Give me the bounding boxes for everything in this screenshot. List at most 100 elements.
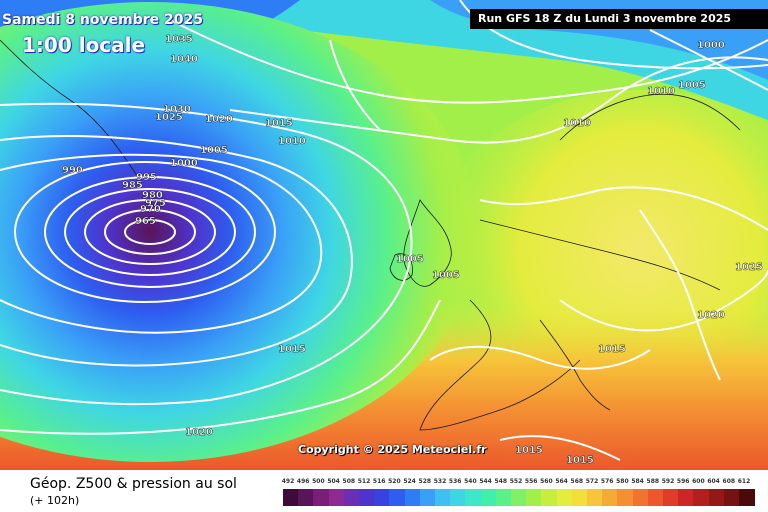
isobar-label: 1035 — [165, 34, 193, 45]
isobar — [0, 102, 413, 406]
legend-tick-label: 604 — [707, 478, 720, 485]
isobar — [169, 19, 768, 104]
legend-color-swatch — [435, 489, 451, 506]
run-info-bar: Run GFS 18 Z du Lundi 3 novembre 2025 — [470, 9, 768, 29]
legend-color-swatch — [511, 489, 527, 506]
isobar-label: 1015 — [515, 445, 543, 456]
isobar-label: 970 — [140, 204, 161, 215]
isobar-label: 1020 — [697, 310, 725, 321]
italy-coast — [539, 319, 611, 411]
isobar-label: 1015 — [265, 118, 293, 129]
isobar-label: 1025 — [735, 262, 763, 273]
isobar-label: 1010 — [563, 118, 591, 129]
legend-tick-label: 596 — [676, 478, 690, 485]
isobar — [124, 219, 176, 245]
legend-color-swatch — [541, 489, 558, 506]
legend-tick-label: 568 — [570, 478, 584, 485]
isobar-label: 1030 — [163, 104, 191, 115]
legend-tick-label: 524 — [403, 478, 416, 485]
legend-tick-label: 536 — [448, 478, 462, 485]
isobar-label: 1020 — [205, 114, 233, 125]
isobar-label: 990 — [62, 165, 83, 176]
legend-tick-label: 548 — [494, 478, 508, 485]
legend-color-swatch — [389, 489, 406, 506]
isobar-label: 1005 — [678, 80, 706, 91]
isobar — [0, 299, 441, 435]
isobar-label: 1000 — [170, 158, 198, 169]
legend-tick-label: 612 — [737, 478, 751, 485]
copyright-notice: Copyright © 2025 Meteociel.fr — [298, 443, 487, 456]
legend-color-swatch — [359, 489, 375, 506]
legend-tick-label: 508 — [342, 478, 356, 485]
legend-color-swatch — [283, 489, 299, 506]
legend-color-swatch — [693, 489, 710, 506]
legend-color-swatch — [632, 489, 649, 506]
legend-color-swatch — [647, 489, 664, 506]
valid-hour: 1:00 locale — [22, 33, 146, 57]
legend-tick-label: 516 — [372, 478, 386, 485]
legend-tick-label: 500 — [312, 478, 325, 485]
isobar-label: 1005 — [432, 270, 460, 281]
legend-tick-label: 496 — [296, 478, 310, 485]
isobar-label: 1040 — [170, 54, 198, 65]
isobar — [639, 209, 721, 381]
isobar — [649, 29, 768, 91]
isobar-label: 985 — [122, 180, 143, 191]
legend-tick-label: 512 — [357, 478, 371, 485]
iberia-coast — [419, 299, 581, 431]
legend-tick-label: 588 — [646, 478, 660, 485]
isobar — [14, 161, 276, 303]
legend-color-swatch — [328, 489, 345, 506]
legend-color-swatch — [343, 489, 360, 506]
atlantic-low — [0, 2, 480, 462]
legend-tick-label: 492 — [281, 478, 295, 485]
isobar — [0, 135, 353, 367]
legend-tick-label: 556 — [524, 478, 538, 485]
legend-color-swatch — [587, 489, 603, 506]
legend-color-swatch — [313, 489, 330, 506]
isobar — [429, 345, 651, 370]
isobar-label: 1020 — [185, 427, 213, 438]
legend-tick-label: 580 — [616, 478, 629, 485]
legend-color-swatch — [419, 489, 436, 506]
legend-tick-label: 520 — [388, 478, 401, 485]
legend-color-swatch — [723, 489, 740, 506]
legend-tick-label: 540 — [464, 478, 477, 485]
legend-tick-label: 544 — [479, 478, 492, 485]
isobar — [0, 153, 323, 334]
isobars — [0, 0, 768, 461]
isobar-label: 1015 — [566, 455, 594, 466]
legend-tick-label: 572 — [585, 478, 599, 485]
isobar-label: 995 — [136, 172, 157, 183]
isobar — [559, 269, 768, 332]
legend-color-swatch — [465, 489, 482, 506]
legend-color-swatch — [678, 489, 694, 506]
legend-color-swatch — [526, 489, 542, 506]
legend-color-swatch — [298, 489, 314, 506]
legend-color-swatch — [495, 489, 512, 506]
ireland-coast — [389, 253, 413, 281]
legend-color-swatch — [602, 489, 618, 506]
legend-color-swatch — [708, 489, 725, 506]
isobar-label: 1025 — [155, 112, 183, 123]
legend-tick-label: 532 — [433, 478, 447, 485]
legend-tick-label: 608 — [722, 478, 736, 485]
isobar-label: 980 — [142, 190, 163, 201]
isobar — [329, 39, 381, 131]
legend-tick-label: 552 — [509, 478, 523, 485]
isobar-label: 1005 — [200, 145, 228, 156]
isobar — [64, 188, 236, 276]
legend-color-swatch — [374, 489, 390, 506]
isobar-labels: 1035 1040 1030 1025 1020 1015 1010 1005 … — [62, 34, 763, 466]
legend-color-swatch — [556, 489, 573, 506]
legend-tick-label: 576 — [600, 478, 614, 485]
isobar-label: 1000 — [697, 40, 725, 51]
isobar-label: 1005 — [396, 254, 424, 265]
legend-tick-label: 504 — [327, 478, 340, 485]
weather-map: 1035 1040 1030 1025 1020 1015 1010 1005 … — [0, 0, 768, 470]
isobar-label: 1010 — [278, 136, 306, 147]
isobar — [499, 435, 621, 461]
lead-time: (+ 102h) — [30, 494, 80, 507]
legend-tick-label: 592 — [661, 478, 675, 485]
